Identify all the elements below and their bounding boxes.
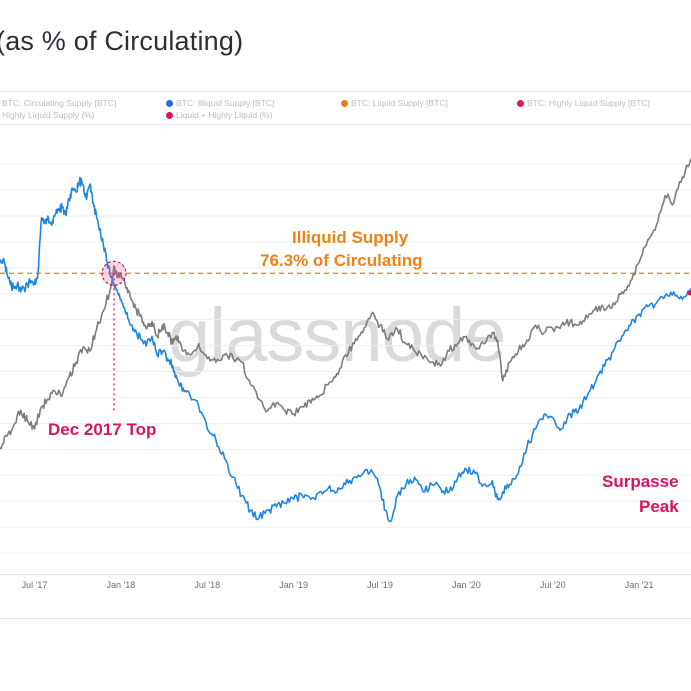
annotation-illiquid-supply-title: Illiquid Supply: [292, 228, 409, 247]
legend-dot-icon: [166, 99, 173, 107]
legend-item-liquid-plus-highly-liquid[interactable]: Liquid + Highly Liquid (%): [166, 110, 273, 120]
x-tick-label: Jul '19: [367, 580, 393, 590]
legend-dot-icon: [517, 99, 524, 107]
legend: BTC: Circulating Supply [BTC] BTC: Illiq…: [0, 91, 691, 125]
legend-item-highly-liquid-pct[interactable]: Highly Liquid Supply (%): [2, 110, 95, 120]
legend-label: BTC: Liquid Supply [BTC]: [351, 98, 448, 108]
grid-lines: [0, 163, 691, 554]
x-tick-label: Jan '19: [279, 580, 309, 590]
markers: [101, 260, 691, 412]
legend-label: Liquid + Highly Liquid (%): [176, 110, 273, 120]
legend-dot-icon: [166, 111, 173, 119]
legend-label: BTC: Circulating Supply [BTC]: [2, 98, 117, 108]
x-axis-line: [0, 574, 691, 575]
dec-2017-top-highlight-circle: [101, 260, 127, 286]
legend-label: BTC: Highly Liquid Supply [BTC]: [527, 98, 650, 108]
legend-item-highly-liquid-supply[interactable]: BTC: Highly Liquid Supply [BTC]: [517, 98, 650, 108]
chart-title: (as % of Circulating): [0, 26, 244, 56]
x-tick-label: Jul '18: [194, 580, 221, 590]
annotation-surpassed: Surpasse: [602, 472, 679, 491]
legend-label: Highly Liquid Supply (%): [2, 110, 95, 120]
annotation-dec-2017-top: Dec 2017 Top: [48, 420, 157, 439]
x-tick-label: Jan '18: [106, 580, 136, 590]
x-tick-label: Jul '20: [539, 580, 566, 590]
series-lines: [0, 158, 691, 523]
legend-item-liquid-supply[interactable]: BTC: Liquid Supply [BTC]: [341, 98, 448, 108]
chart-bottom-border: [0, 618, 691, 619]
annotation-illiquid-supply-value: 76.3% of Circulating: [260, 251, 423, 270]
x-tick-label: Jul '17: [21, 580, 48, 590]
x-tick-label: Jan '20: [452, 580, 481, 590]
series-line-illiquid-supply: [0, 176, 691, 523]
legend-dot-icon: [341, 99, 348, 107]
legend-label: BTC: Illiquid Supply [BTC]: [176, 98, 275, 108]
x-tick-label: Jan '21: [624, 580, 654, 590]
legend-item-illiquid-supply[interactable]: BTC: Illiquid Supply [BTC]: [166, 98, 274, 108]
peak-marker-point: [687, 290, 691, 296]
legend-item-circulating-supply[interactable]: BTC: Circulating Supply [BTC]: [2, 98, 116, 108]
series-line-price: [0, 158, 691, 450]
watermark-logo: glassnode: [168, 293, 506, 378]
annotation-peak: Peak: [639, 497, 679, 516]
